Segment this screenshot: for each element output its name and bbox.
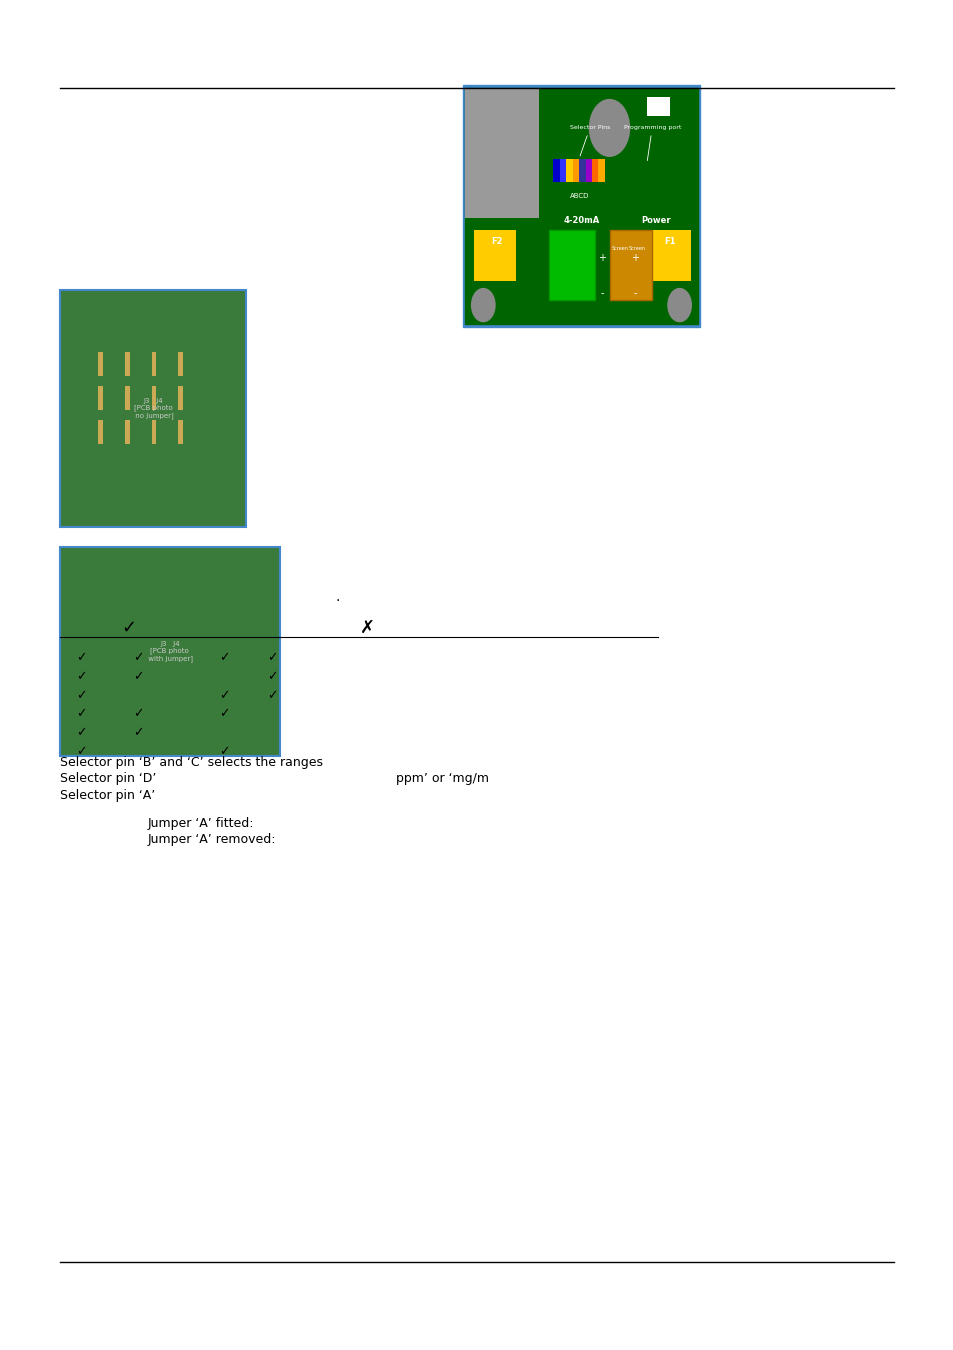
Bar xyxy=(559,159,566,182)
Bar xyxy=(125,352,130,377)
Text: Screen: Screen xyxy=(611,246,628,251)
Text: ABCD: ABCD xyxy=(569,193,588,198)
Bar xyxy=(572,159,578,182)
Text: -: - xyxy=(633,289,637,298)
Bar xyxy=(178,386,183,410)
Bar xyxy=(178,352,183,377)
Text: ✓: ✓ xyxy=(266,688,277,702)
Text: ✓: ✓ xyxy=(75,707,87,721)
Bar xyxy=(98,352,103,377)
Bar xyxy=(585,159,592,182)
Bar xyxy=(553,159,559,182)
Text: J3   J4
[PCB photo
 no jumper]: J3 J4 [PCB photo no jumper] xyxy=(132,398,173,418)
Bar xyxy=(60,547,279,756)
Bar xyxy=(598,159,604,182)
Text: ✓: ✓ xyxy=(218,651,230,664)
Text: ✓: ✓ xyxy=(121,618,136,637)
Bar xyxy=(152,386,156,410)
Bar xyxy=(464,88,698,324)
Text: ✓: ✓ xyxy=(218,688,230,702)
Bar xyxy=(98,386,103,410)
Bar xyxy=(578,159,585,182)
Bar xyxy=(462,85,700,327)
Text: F1: F1 xyxy=(664,236,676,246)
Text: ✓: ✓ xyxy=(266,651,277,664)
Bar xyxy=(646,97,670,116)
Text: ✓: ✓ xyxy=(266,670,277,683)
Bar xyxy=(152,352,156,377)
Text: -: - xyxy=(600,289,603,298)
Text: Selector pin ‘B’ and ‘C’ selects the ranges: Selector pin ‘B’ and ‘C’ selects the ran… xyxy=(60,756,323,770)
Text: ✓: ✓ xyxy=(75,670,87,683)
Text: ✗: ✗ xyxy=(359,618,375,637)
Bar xyxy=(649,230,691,282)
Bar xyxy=(152,420,156,444)
Text: 4-20mA: 4-20mA xyxy=(563,216,598,224)
Bar xyxy=(474,230,516,282)
Bar xyxy=(548,230,595,301)
Bar xyxy=(566,159,572,182)
Text: ✓: ✓ xyxy=(218,707,230,721)
Bar xyxy=(60,290,246,526)
Text: ppm’ or ‘mg/m: ppm’ or ‘mg/m xyxy=(395,772,488,786)
Text: Jumper ‘A’ fitted:: Jumper ‘A’ fitted: xyxy=(148,817,254,830)
Text: ✓: ✓ xyxy=(218,745,230,759)
Text: Programming port: Programming port xyxy=(623,126,680,161)
Text: ✓: ✓ xyxy=(75,726,87,740)
Circle shape xyxy=(471,289,495,321)
Text: Power: Power xyxy=(640,216,670,224)
Text: ✓: ✓ xyxy=(75,745,87,759)
Bar xyxy=(592,159,598,182)
Text: ✓: ✓ xyxy=(132,670,144,683)
Text: +: + xyxy=(631,252,639,263)
Circle shape xyxy=(589,100,629,157)
Text: ✓: ✓ xyxy=(75,688,87,702)
Text: Screen: Screen xyxy=(627,246,644,251)
Bar xyxy=(98,420,103,444)
Text: Selector pin ‘D’: Selector pin ‘D’ xyxy=(60,772,156,786)
Bar xyxy=(178,420,183,444)
Text: Jumper ‘A’ removed:: Jumper ‘A’ removed: xyxy=(148,833,276,846)
Circle shape xyxy=(667,289,691,321)
Text: ✓: ✓ xyxy=(75,651,87,664)
Bar xyxy=(464,88,538,217)
Text: Selector pin ‘A’: Selector pin ‘A’ xyxy=(60,788,155,802)
Bar xyxy=(125,386,130,410)
Text: J3   J4
[PCB photo
 with jumper]: J3 J4 [PCB photo with jumper] xyxy=(146,641,193,662)
Text: F2: F2 xyxy=(491,236,502,246)
Text: .: . xyxy=(335,590,339,603)
Bar xyxy=(609,230,651,301)
Text: ✓: ✓ xyxy=(132,707,144,721)
Text: Selector Pins: Selector Pins xyxy=(569,126,610,157)
Text: ✓: ✓ xyxy=(132,726,144,740)
Text: ✓: ✓ xyxy=(132,651,144,664)
Text: +: + xyxy=(598,252,606,263)
Bar xyxy=(125,420,130,444)
